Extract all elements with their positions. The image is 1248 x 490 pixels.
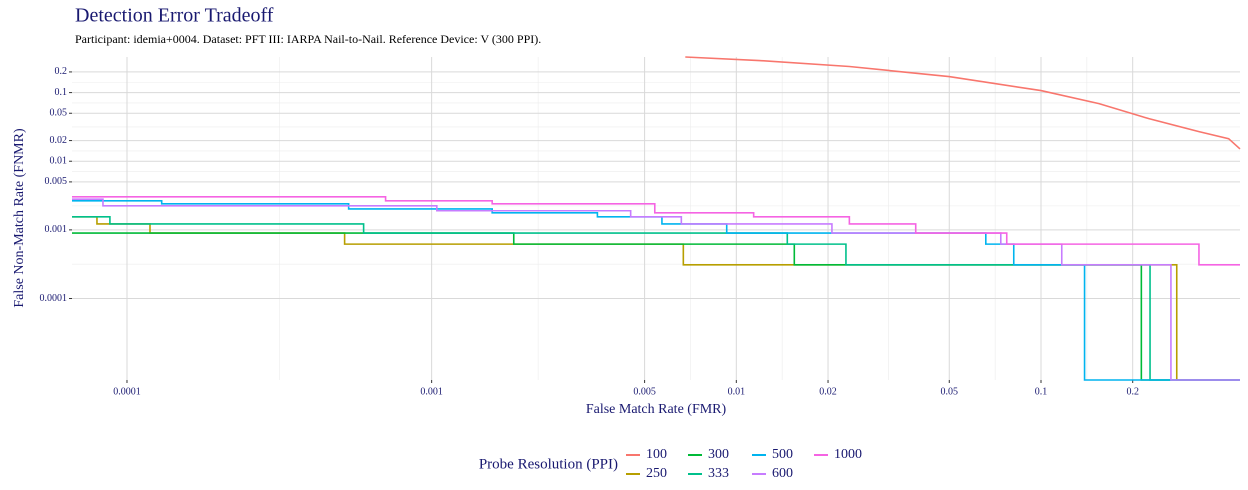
y-tick-label: 0.05	[50, 108, 68, 119]
series-line	[72, 196, 1240, 266]
legend-label: 300	[708, 447, 729, 462]
legend-label: 600	[772, 466, 793, 481]
series-line	[72, 216, 1240, 381]
x-tick-label: 0.05	[941, 386, 959, 397]
y-axis-title: False Non-Match Rate (FNMR)	[12, 128, 27, 308]
x-tick-label: 0.1	[1035, 386, 1048, 397]
plot-area	[72, 57, 1240, 380]
x-tick-label: 0.02	[819, 386, 837, 397]
y-tick-label: 0.0001	[40, 293, 68, 304]
legend-label: 500	[772, 447, 793, 462]
legend-label: 333	[708, 466, 729, 481]
legend-title: Probe Resolution (PPI)	[479, 456, 618, 472]
x-tick-label: 0.2	[1126, 386, 1139, 397]
x-tick-label: 0.005	[633, 386, 656, 397]
legend-label: 250	[646, 466, 667, 481]
chart-title: Detection Error Tradeoff	[75, 5, 274, 27]
series-line	[72, 200, 1240, 381]
series-line	[72, 198, 1240, 381]
x-tick-label: 0.001	[420, 386, 443, 397]
legend-label: 1000	[834, 447, 862, 462]
chart-subtitle: Participant: idemia+0004. Dataset: PFT I…	[75, 32, 541, 46]
series-line	[685, 56, 1241, 150]
x-tick-label: 0.0001	[113, 386, 141, 397]
y-tick-label: 0.2	[55, 66, 68, 77]
y-tick-label: 0.01	[50, 156, 68, 167]
x-axis-title: False Match Rate (FMR)	[586, 402, 727, 417]
y-tick-label: 0.1	[55, 87, 68, 98]
y-tick-label: 0.001	[45, 224, 68, 235]
series-line	[72, 232, 1240, 381]
x-tick-label: 0.01	[728, 386, 746, 397]
series-line	[72, 216, 1240, 381]
y-tick-label: 0.005	[45, 176, 68, 187]
legend-label: 100	[646, 447, 667, 462]
y-tick-label: 0.02	[50, 135, 68, 146]
